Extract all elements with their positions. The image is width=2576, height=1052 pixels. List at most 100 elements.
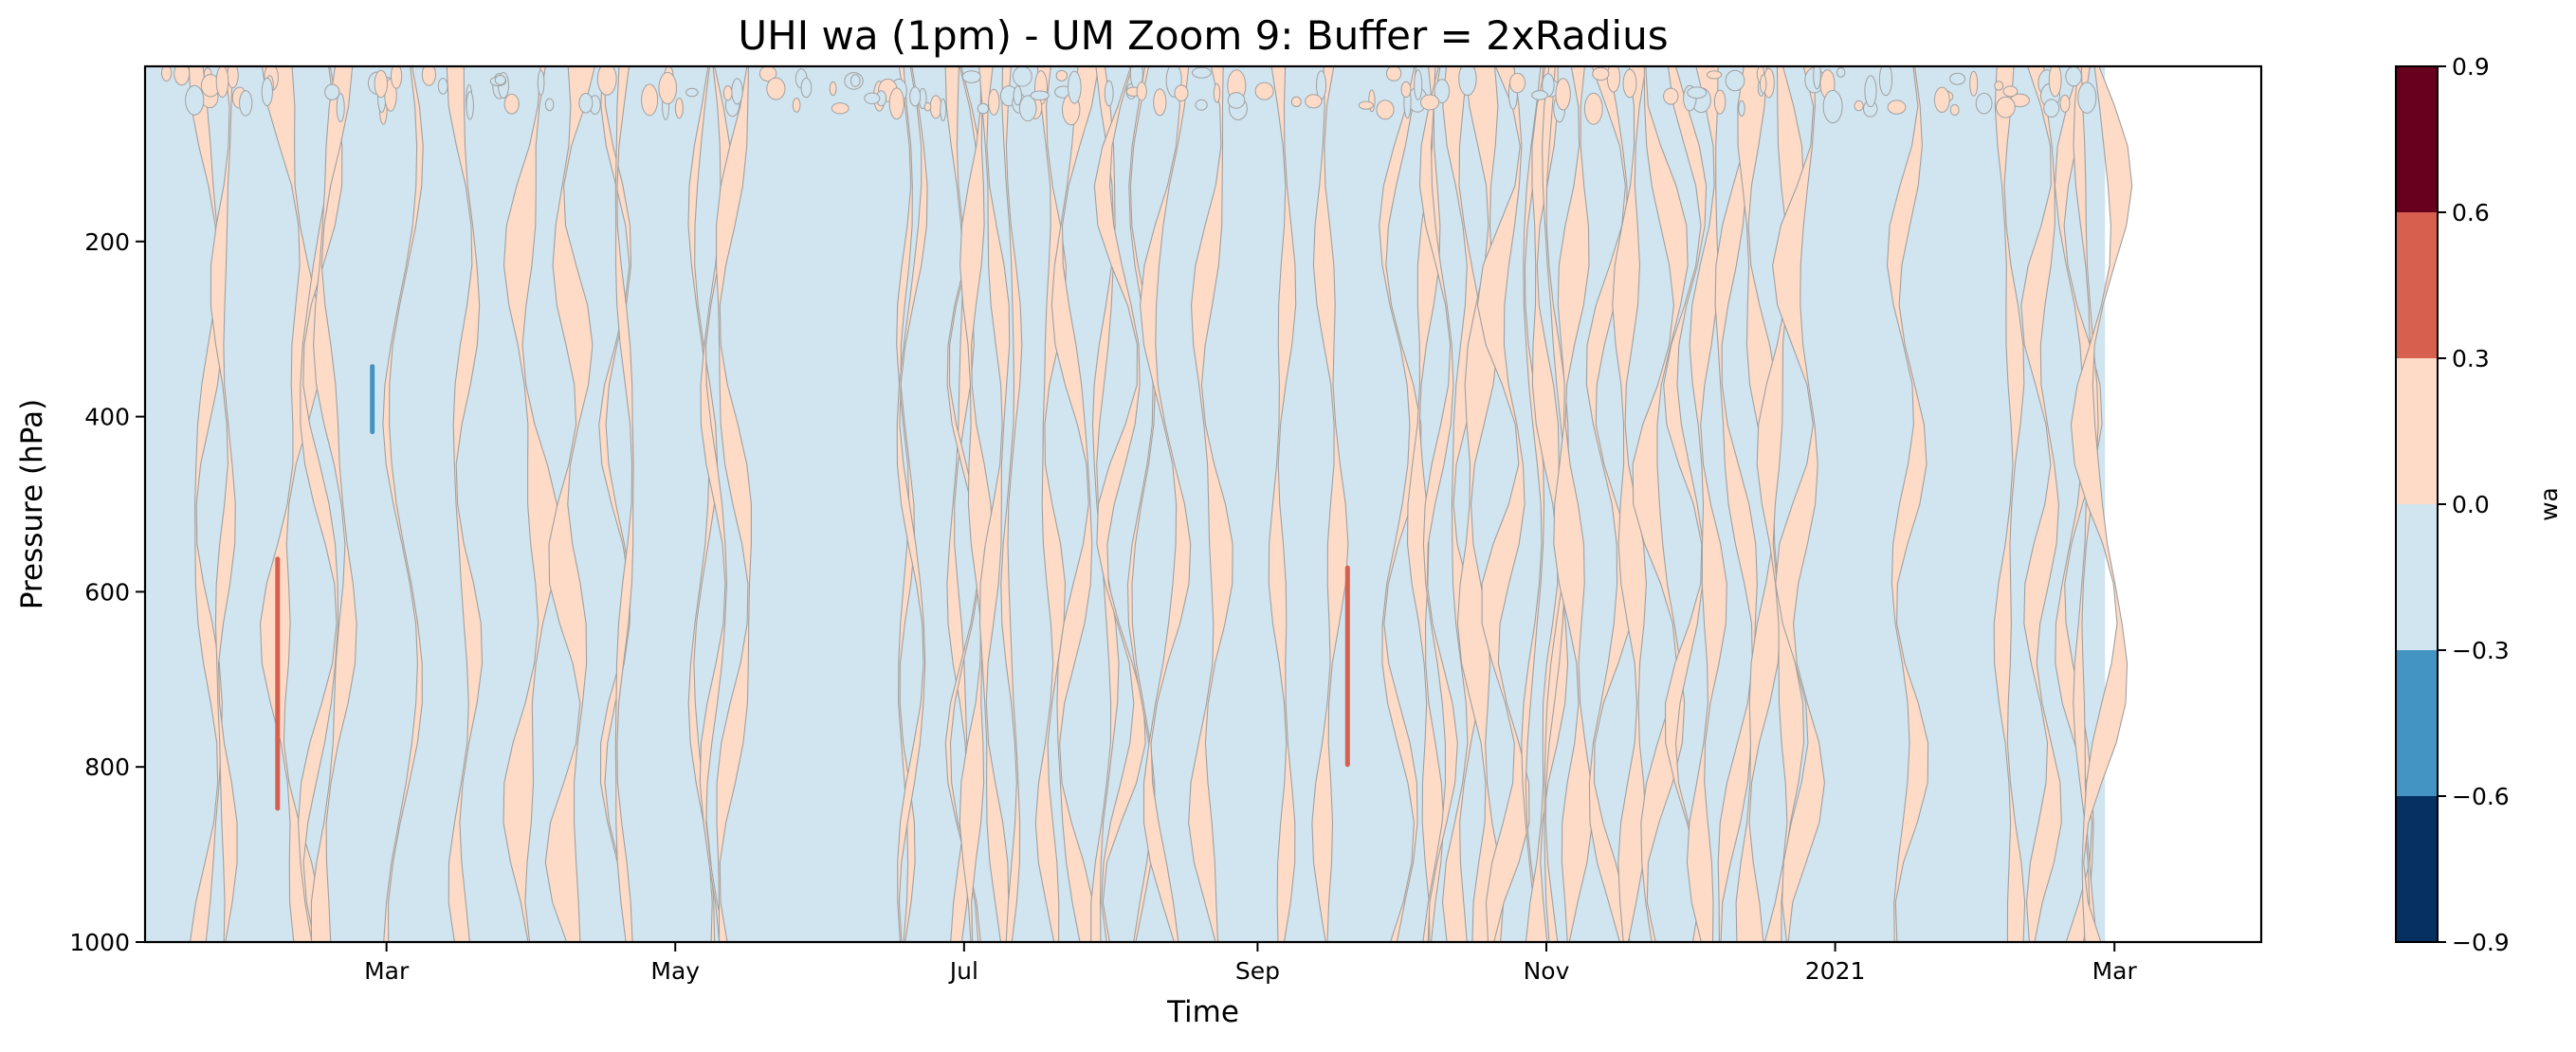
colorbar-tick-label: −0.6 xyxy=(2452,783,2510,810)
small-contour-cell xyxy=(1713,89,1726,115)
small-contour-cell xyxy=(1420,94,1440,111)
small-contour-cell xyxy=(1864,75,1877,108)
small-contour-cell xyxy=(1996,96,2016,118)
small-contour-cell xyxy=(1055,69,1069,82)
small-contour-cell xyxy=(829,81,837,97)
colorbar-tick-label: −0.9 xyxy=(2452,929,2510,956)
colorbar-segment xyxy=(2396,504,2438,650)
positive-contour-region xyxy=(1525,66,1569,942)
small-contour-cell xyxy=(800,78,813,99)
positive-contour-region xyxy=(544,66,595,942)
small-contour-cell xyxy=(940,98,947,122)
y-tick-label: 200 xyxy=(84,228,130,256)
small-contour-cell xyxy=(1542,73,1555,98)
y-tick-label: 600 xyxy=(84,578,130,606)
positive-contour-region xyxy=(1612,66,1647,942)
small-contour-cell xyxy=(641,83,659,117)
small-contour-cell xyxy=(374,69,388,99)
x-tick-label: 2021 xyxy=(1805,957,1866,985)
small-contour-cell xyxy=(185,84,205,116)
positive-contour-region xyxy=(1585,66,1636,942)
positive-contour-region xyxy=(1714,66,1758,942)
small-contour-cell xyxy=(2059,94,2071,113)
small-contour-cell xyxy=(1592,66,1610,82)
small-contour-cell xyxy=(1949,103,1960,117)
x-tick-label: Sep xyxy=(1235,957,1280,985)
small-contour-cell xyxy=(1227,92,1246,109)
small-contour-cell xyxy=(1192,66,1212,79)
small-contour-cell xyxy=(1836,67,1846,78)
small-contour-cell xyxy=(831,102,850,115)
small-contour-cell xyxy=(1622,68,1637,99)
small-contour-cell xyxy=(766,77,786,100)
colorbar-tick-label: 0.6 xyxy=(2452,199,2490,227)
small-contour-cell xyxy=(1213,82,1221,103)
plot-area xyxy=(143,64,2263,944)
small-contour-cell xyxy=(1887,100,1907,115)
small-contour-cell xyxy=(731,78,743,105)
small-contour-cell xyxy=(1305,94,1323,109)
small-contour-cell xyxy=(1822,89,1843,124)
x-tick-label: Mar xyxy=(364,957,410,985)
small-contour-cell xyxy=(961,70,981,83)
small-contour-cell xyxy=(658,71,678,105)
small-contour-cell xyxy=(1104,80,1114,107)
small-contour-cell xyxy=(1583,92,1603,125)
small-contour-cell xyxy=(1013,66,1032,87)
small-contour-cell xyxy=(1975,92,1993,115)
small-contour-cell xyxy=(1018,95,1037,122)
small-contour-cell xyxy=(792,98,801,113)
colorbar-tick-label: 0.3 xyxy=(2452,345,2490,372)
extreme-value-patch xyxy=(275,556,281,811)
x-axis-label: Time xyxy=(1166,995,1239,1029)
colorbar-tick-label: 0.0 xyxy=(2452,491,2490,518)
small-contour-cell xyxy=(503,93,520,115)
small-contour-cell xyxy=(161,66,173,82)
small-contour-cell xyxy=(888,87,904,120)
positive-contour-region xyxy=(1993,66,2026,942)
small-contour-cell xyxy=(578,93,594,114)
small-contour-cell xyxy=(1414,69,1423,100)
positive-contour-region xyxy=(1090,66,1120,942)
small-contour-cell xyxy=(1068,70,1082,104)
small-contour-cell xyxy=(1725,69,1745,92)
small-contour-cell xyxy=(1254,82,1274,100)
small-contour-cell xyxy=(722,85,733,101)
small-contour-cell xyxy=(421,66,436,86)
y-axis-label: Pressure (hPa) xyxy=(15,399,49,609)
small-contour-cell xyxy=(174,66,191,86)
extreme-value-patch xyxy=(1344,565,1350,768)
small-contour-cell xyxy=(494,75,506,85)
y-tick-label: 1000 xyxy=(69,929,130,956)
small-contour-cell xyxy=(324,83,340,100)
small-contour-cell xyxy=(437,78,448,95)
small-contour-cell xyxy=(466,91,474,120)
positive-contour-region xyxy=(1521,66,1545,942)
colorbar-segment xyxy=(2396,212,2438,358)
positive-contour-region xyxy=(959,66,994,942)
positive-contour-region xyxy=(2020,66,2062,942)
small-contour-cell xyxy=(1509,72,1526,94)
small-contour-cell xyxy=(1663,87,1679,105)
colorbar-tick-label: 0.9 xyxy=(2452,53,2490,81)
small-contour-cell xyxy=(1290,96,1302,108)
small-contour-cell xyxy=(2048,66,2062,98)
positive-contour-region xyxy=(715,66,752,942)
positive-contour-region xyxy=(614,66,634,942)
small-contour-cell xyxy=(1994,81,2004,91)
small-contour-cell xyxy=(1687,86,1708,100)
small-contour-cell xyxy=(1153,88,1167,117)
small-contour-cell xyxy=(864,92,881,105)
small-contour-cell xyxy=(1738,100,1745,118)
positive-contour-region xyxy=(1886,66,1929,942)
small-contour-cell xyxy=(850,74,861,87)
positive-contour-region xyxy=(896,66,916,942)
small-contour-cell xyxy=(1933,86,1950,114)
colorbar-tick-label: −0.3 xyxy=(2452,637,2510,664)
positive-contour-region xyxy=(1542,66,1569,942)
x-tick-label: Nov xyxy=(1524,957,1570,985)
small-contour-cell xyxy=(1434,79,1451,103)
small-contour-cell xyxy=(1358,100,1374,110)
small-contour-cell xyxy=(1030,90,1050,100)
